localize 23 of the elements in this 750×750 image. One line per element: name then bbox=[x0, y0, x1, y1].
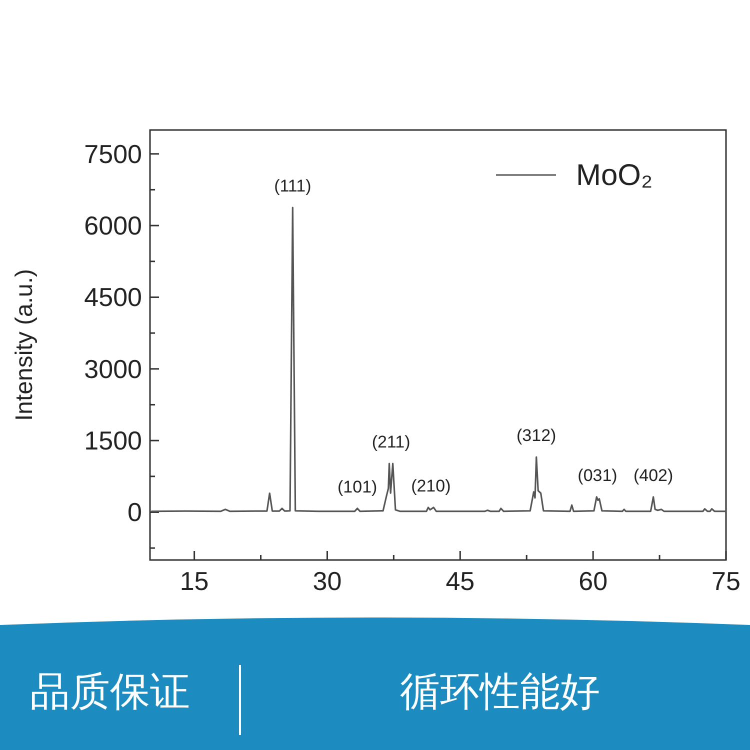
annotation: (210) bbox=[411, 476, 451, 496]
y-tick-label: 0 bbox=[128, 497, 142, 528]
annotation: (312) bbox=[516, 426, 556, 446]
x-tick-label: 45 bbox=[446, 566, 475, 596]
annotation: (031) bbox=[578, 466, 618, 485]
y-tick-label: 3000 bbox=[84, 354, 142, 384]
x-tick-label: 15 bbox=[180, 566, 209, 596]
annotation: (402) bbox=[633, 466, 674, 485]
annotation: (101) bbox=[338, 477, 378, 496]
annotation: (211) bbox=[372, 432, 410, 452]
text: 循环性能好 bbox=[400, 670, 600, 714]
x-tick-label: 75 bbox=[712, 566, 740, 596]
y-tick-label: 1500 bbox=[84, 426, 142, 456]
x-tick-label: 60 bbox=[578, 566, 608, 596]
y-tick-label: 7500 bbox=[84, 138, 142, 169]
line-series bbox=[150, 206, 727, 512]
y-axis-title: Intensity (a.u.) bbox=[11, 268, 38, 422]
y-tick-label: 4500 bbox=[84, 282, 142, 312]
legend-label: MoO₂ bbox=[576, 159, 653, 192]
text: 品质保证 bbox=[30, 670, 190, 714]
y-tick-label: 6000 bbox=[84, 210, 142, 241]
x-tick-label: 30 bbox=[312, 566, 342, 596]
annotation: (111) bbox=[274, 176, 312, 196]
